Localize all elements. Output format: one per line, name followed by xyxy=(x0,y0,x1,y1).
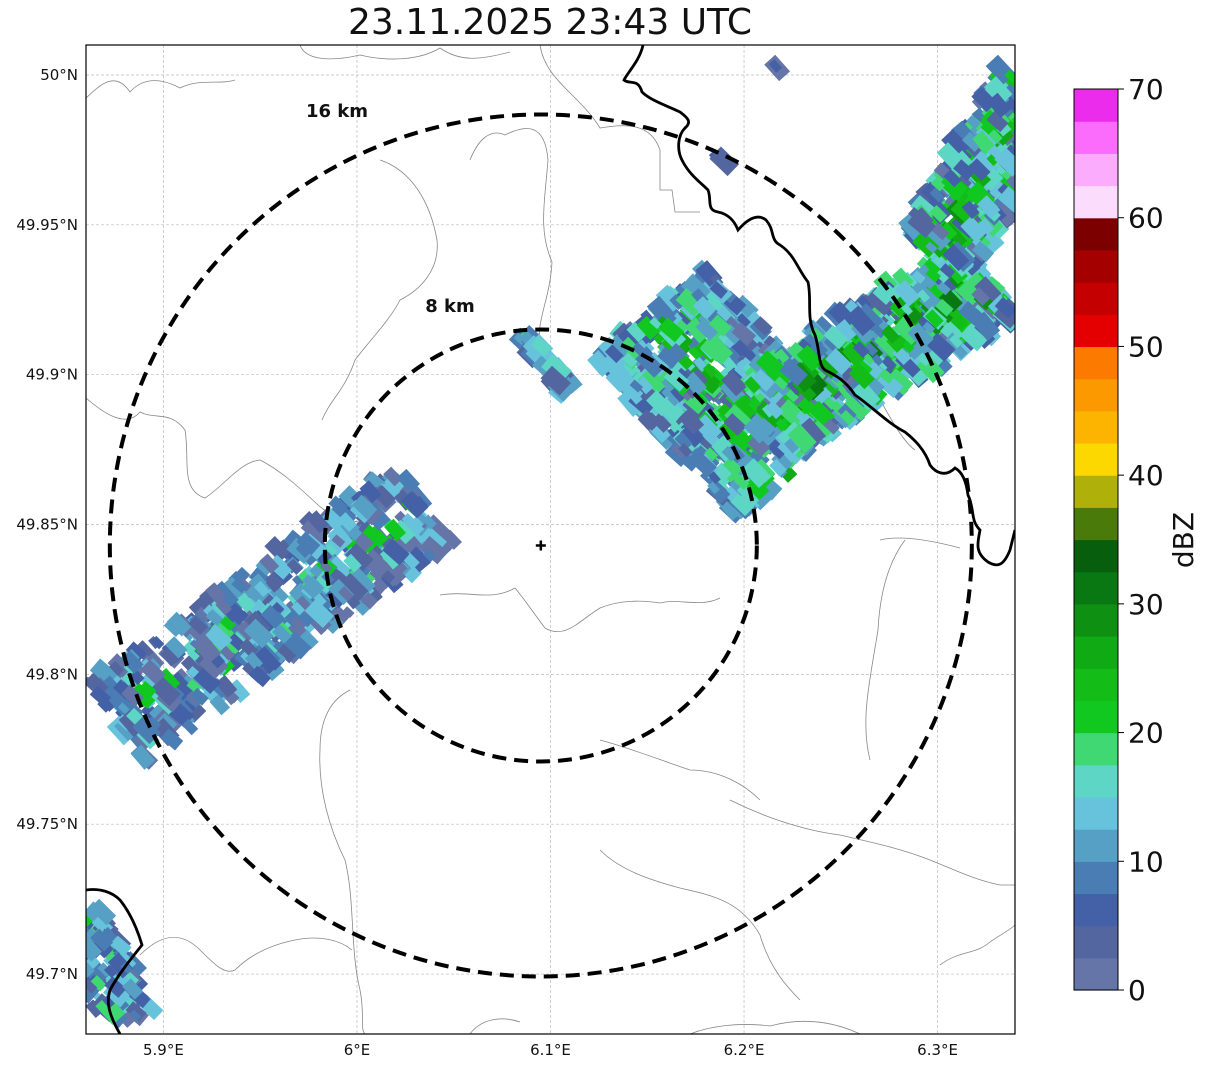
colorbar-tick-label: 50 xyxy=(1128,330,1164,363)
colorbar-tick-label: 60 xyxy=(1128,202,1164,235)
colorbar-segment xyxy=(1074,571,1118,605)
range-ring-label: 8 km xyxy=(425,296,475,317)
colorbar-segment xyxy=(1074,89,1118,122)
colorbar-tick-label: 10 xyxy=(1128,845,1164,878)
colorbar-segment xyxy=(1074,185,1118,219)
lat-tick-label: 49.85°N xyxy=(16,516,78,534)
colorbar-segment xyxy=(1074,282,1118,315)
colorbar-segment xyxy=(1074,764,1118,798)
echo-cell xyxy=(764,54,791,82)
colorbar-segment xyxy=(1074,603,1118,637)
colorbar-frame xyxy=(1073,88,1119,991)
colorbar-segment xyxy=(1074,700,1118,734)
lon-tick-label: 6°E xyxy=(344,1041,371,1059)
colorbar-segment xyxy=(1074,957,1118,991)
colorbar-segment xyxy=(1074,861,1118,895)
plus-icon xyxy=(535,540,546,551)
colorbar-tick-label: 20 xyxy=(1128,717,1164,750)
colorbar-segment xyxy=(1074,925,1118,959)
lat-tick-label: 49.75°N xyxy=(16,815,78,833)
colorbar-label: dBZ xyxy=(1167,512,1200,568)
colorbar-segment xyxy=(1074,314,1118,348)
lon-tick-label: 5.9°E xyxy=(143,1041,184,1059)
colorbar-tick-label: 40 xyxy=(1128,459,1164,492)
range-ring xyxy=(107,112,974,979)
admin-boundaries xyxy=(86,45,1015,1034)
colorbar-tick-label: 70 xyxy=(1128,73,1164,106)
colorbar-segment xyxy=(1074,636,1118,669)
range-ring-label: 16 km xyxy=(306,101,368,122)
lat-tick-label: 49.95°N xyxy=(16,216,78,234)
lat-tick-label: 49.7°N xyxy=(26,965,78,983)
colorbar-segment xyxy=(1074,217,1118,251)
range-rings: 8 km 16 km xyxy=(107,101,974,979)
national-borders xyxy=(86,45,1015,1034)
lat-tick-label: 49.8°N xyxy=(26,665,78,683)
colorbar-segment xyxy=(1074,829,1118,862)
axis-ticks: 5.9°E 6°E 6.1°E 6.2°E 6.3°E 49.7°N 49.75°N 49.8… xyxy=(16,66,958,1059)
colorbar-segment xyxy=(1074,796,1118,830)
lat-tick-label: 49.9°N xyxy=(26,366,78,384)
echo-cell xyxy=(86,898,164,1029)
colorbar-segment xyxy=(1074,153,1118,187)
lon-tick-label: 6.1°E xyxy=(530,1041,571,1059)
colorbar-segment xyxy=(1074,732,1118,766)
colorbar-segment xyxy=(1074,507,1118,541)
echo-cell xyxy=(993,296,1015,329)
colorbar-segment xyxy=(1074,378,1118,412)
map-frame-border xyxy=(85,44,1016,1035)
colorbar-segment xyxy=(1074,893,1118,927)
colorbar-tick-label: 30 xyxy=(1128,588,1164,621)
colorbar-segment xyxy=(1074,668,1118,701)
map-title: 23.11.2025 23:43 UTC xyxy=(347,2,753,43)
colorbar-segment xyxy=(1074,346,1118,380)
range-ring xyxy=(322,327,759,764)
map-frame-background xyxy=(86,45,1015,1034)
lon-tick-label: 6.2°E xyxy=(724,1041,765,1059)
echo-cell xyxy=(508,325,583,404)
colorbar-tick-label: 0 xyxy=(1128,974,1146,1007)
lon-tick-label: 6.3°E xyxy=(917,1041,958,1059)
colorbar: 0 10 20 30 40 50 60 70 dBZ xyxy=(1073,73,1200,1007)
colorbar-segment xyxy=(1074,121,1118,154)
lat-tick-label: 50°N xyxy=(40,66,78,84)
echo-cell xyxy=(907,206,937,239)
colorbar-segment xyxy=(1074,249,1118,283)
colorbar-segment xyxy=(1074,539,1118,573)
echo-cell xyxy=(86,466,462,770)
colorbar-segment xyxy=(1074,475,1118,508)
colorbar-segment xyxy=(1074,442,1118,476)
colorbar-segment xyxy=(1074,410,1118,444)
